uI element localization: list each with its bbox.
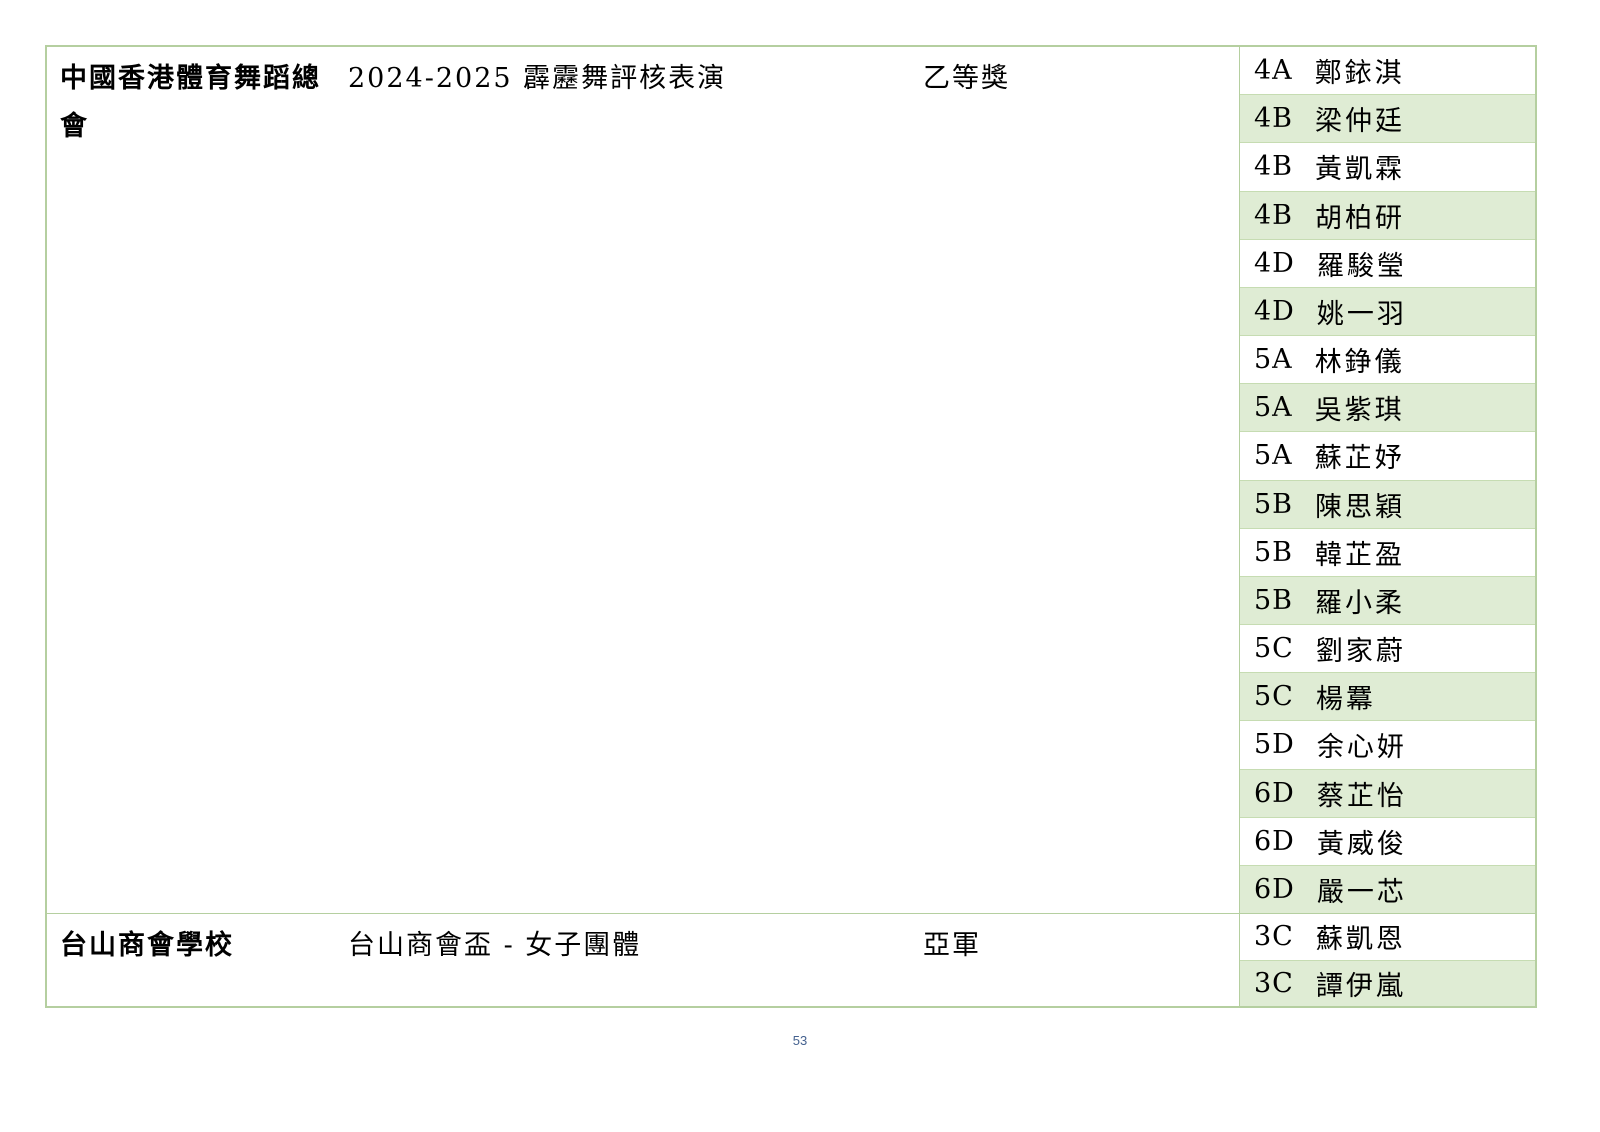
student-row: 5A 蘇芷妤: [1240, 431, 1535, 479]
student-row: 5C 劉家蔚: [1240, 624, 1535, 672]
student-row: 4B 胡柏研: [1240, 190, 1535, 239]
student-name: 羅小柔: [1315, 587, 1406, 619]
award-section: 台山商會學校 台山商會盃 - 女子團體 亞軍 3C 蘇凱恩 3C 譚伊嵐: [47, 913, 1535, 1006]
student-class-code: 4B: [1254, 151, 1294, 183]
student-class-code: 5A: [1254, 440, 1293, 472]
award-section: 中國香港體育舞蹈總會 2024-2025 霹靂舞評核表演 乙等獎 4A 鄭銥淇 4B…: [47, 47, 1535, 914]
student-name: 蔡芷怡: [1316, 780, 1407, 812]
student-row: 6D 黃威俊: [1240, 816, 1535, 865]
student-row: 5C 楊羃: [1240, 672, 1535, 721]
student-class-code: 5A: [1254, 344, 1293, 376]
awards-table: 中國香港體育舞蹈總會 2024-2025 霹靂舞評核表演 乙等獎 4A 鄭銥淇 4B…: [45, 45, 1537, 1008]
student-class-code: 4B: [1254, 103, 1294, 135]
student-class-code: 6D: [1254, 874, 1295, 905]
student-name: 余心妍: [1316, 732, 1407, 764]
student-row: 3C 譚伊嵐: [1240, 959, 1535, 1006]
event-name: 2024-2025 霹靂舞評核表演: [348, 63, 727, 94]
organization-name: 中國香港體育舞蹈總會: [60, 63, 321, 142]
student-list: 3C 蘇凱恩 3C 譚伊嵐: [1239, 914, 1535, 1006]
student-name: 吳紫琪: [1314, 395, 1405, 427]
student-row: 5B 陳思穎: [1240, 479, 1535, 528]
student-name: 羅駿瑩: [1316, 250, 1407, 282]
student-class-code: 6D: [1254, 777, 1295, 809]
student-class-code: 5C: [1254, 681, 1294, 713]
page-number: 53: [792, 1033, 808, 1048]
student-name: 梁仲廷: [1315, 106, 1406, 138]
student-class-code: 3C: [1254, 921, 1294, 953]
student-row: 3C 蘇凱恩: [1240, 914, 1535, 960]
student-name: 韓芷盈: [1315, 539, 1406, 571]
student-list: 4A 鄭銥淇 4B 梁仲廷 4B 黃凱霖 4B 胡柏研 4D 羅駿瑩 4D 姚一羽 5A 林錚儀 5A 吳紫琪…: [1239, 47, 1535, 914]
student-row: 5B 韓芷盈: [1240, 527, 1535, 576]
student-name: 姚一羽: [1316, 298, 1407, 330]
student-row: 4B 黃凱霖: [1240, 142, 1535, 190]
student-name: 黃凱霖: [1315, 154, 1406, 186]
student-row: 5A 吳紫琪: [1240, 383, 1535, 432]
student-name: 楊羃: [1315, 684, 1376, 716]
student-row: 5B 羅小柔: [1240, 575, 1535, 625]
student-row: 4A 鄭銥淇: [1240, 47, 1535, 94]
student-name: 蘇凱恩: [1315, 924, 1406, 956]
award-name: 乙等獎: [923, 63, 1010, 94]
student-row: 4B 梁仲廷: [1240, 94, 1535, 143]
student-class-code: 3C: [1254, 967, 1294, 999]
student-row: 4D 姚一羽: [1240, 286, 1535, 336]
student-class-code: 4D: [1254, 247, 1295, 279]
award-name: 亞軍: [923, 930, 981, 961]
student-name: 胡柏研: [1315, 202, 1406, 234]
student-name: 林錚儀: [1314, 347, 1405, 379]
student-name: 陳思穎: [1315, 491, 1406, 523]
student-row: 5D 余心妍: [1240, 720, 1535, 768]
student-class-code: 5B: [1254, 536, 1294, 568]
student-class-code: 5D: [1254, 729, 1295, 761]
student-row: 6D 蔡芷怡: [1240, 768, 1535, 817]
student-class-code: 6D: [1254, 825, 1295, 857]
student-name: 嚴一芯: [1316, 877, 1407, 908]
organization-name: 台山商會學校: [60, 930, 234, 961]
student-class-code: 4B: [1254, 199, 1294, 231]
student-class-code: 5B: [1254, 584, 1294, 616]
student-class-code: 5C: [1254, 633, 1294, 665]
student-name: 蘇芷妤: [1314, 443, 1405, 475]
student-name: 譚伊嵐: [1315, 970, 1406, 1002]
student-row: 6D 嚴一芯: [1240, 864, 1535, 914]
student-class-code: 4A: [1254, 55, 1293, 87]
student-name: 劉家蔚: [1315, 636, 1406, 668]
student-class-code: 4D: [1254, 295, 1295, 327]
student-row: 5A 林錚儀: [1240, 335, 1535, 383]
student-name: 黃威俊: [1316, 828, 1407, 860]
event-name: 台山商會盃 - 女子團體: [348, 930, 642, 961]
student-name: 鄭銥淇: [1314, 58, 1405, 90]
student-row: 4D 羅駿瑩: [1240, 238, 1535, 287]
student-class-code: 5B: [1254, 488, 1294, 520]
student-class-code: 5A: [1254, 392, 1293, 424]
